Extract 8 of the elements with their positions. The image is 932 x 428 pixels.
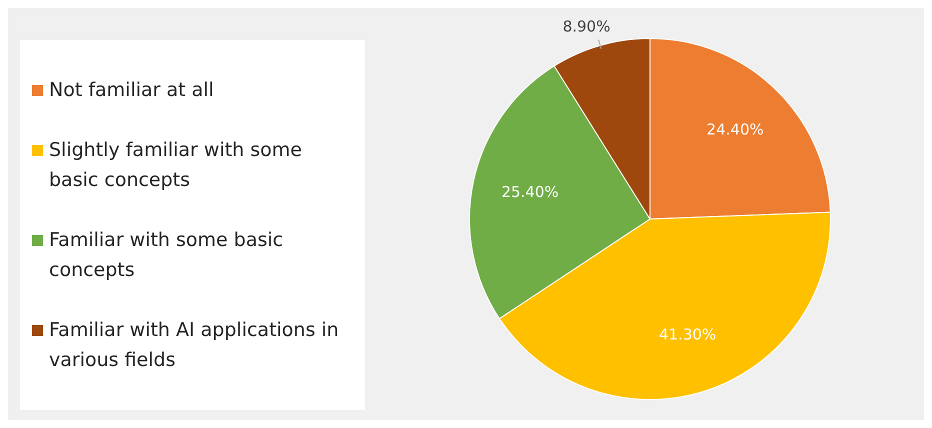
legend-label: Familiar with AI applications in various fields [49, 318, 340, 373]
legend-label: Slightly familiar with some basic concepts [49, 138, 303, 193]
data-label: 41.30% [658, 326, 716, 344]
data-label: 8.90% [562, 18, 610, 36]
legend-label: Familiar with some basic concepts [49, 228, 284, 283]
data-label: 24.40% [706, 120, 764, 138]
legend-label: Not familiar at all [49, 78, 214, 103]
data-label: 25.40% [501, 182, 559, 201]
